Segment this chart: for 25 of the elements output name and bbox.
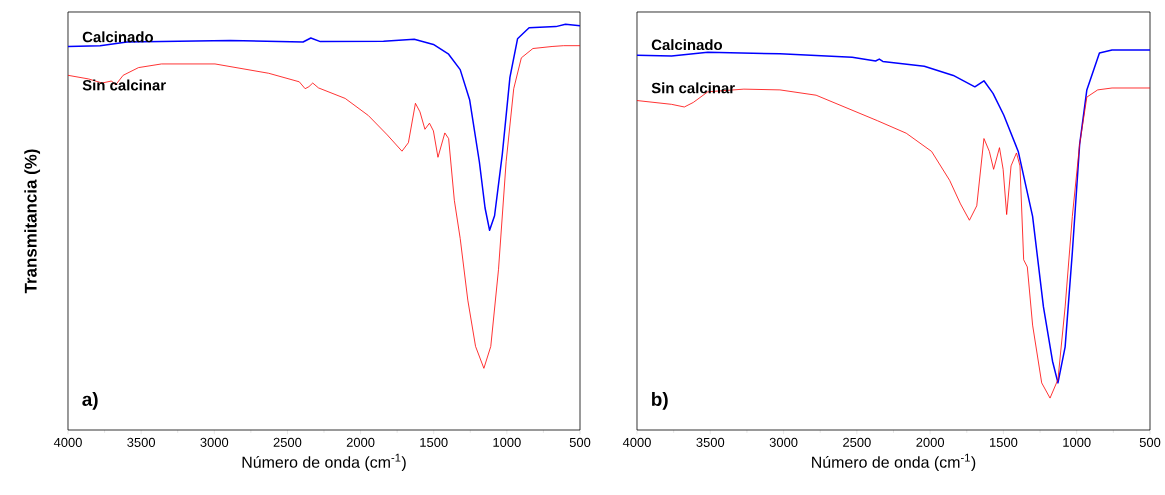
- x-tick-label: 3000: [769, 437, 798, 447]
- series-label: Calcinado: [82, 31, 154, 43]
- x-tick-label: 2500: [273, 437, 302, 447]
- x-tick-label: 2000: [346, 437, 375, 447]
- x-tick-label: 500: [1139, 437, 1161, 447]
- x-tick-label: 1500: [990, 437, 1018, 447]
- y-axis-title: Transmitancia (%): [24, 149, 41, 294]
- x-tick-label: 3000: [200, 437, 229, 447]
- series-label: Calcinado: [651, 39, 723, 51]
- annotation: a): [82, 392, 98, 410]
- x-tick-label: 3500: [696, 437, 725, 447]
- x-tick-label: 2000: [916, 437, 945, 447]
- series-label: Sin calcinar: [82, 79, 166, 91]
- x-axis-title: Número de onda (cm$^{-1}$): [812, 453, 976, 471]
- x-tick-label: 1000: [493, 437, 521, 447]
- x-axis-title: Número de onda (cm$^{-1}$): [242, 453, 406, 471]
- x-tick-label: 1000: [1063, 437, 1091, 447]
- x-tick-label: 4000: [53, 437, 82, 447]
- x-tick-label: 3500: [127, 437, 156, 447]
- x-tick-label: 2500: [843, 437, 871, 447]
- x-tick-label: 500: [569, 437, 591, 447]
- x-tick-label: 1500: [420, 437, 448, 447]
- annotation: b): [652, 392, 668, 410]
- series-label: Sin calcinar: [651, 82, 735, 94]
- x-tick-label: 4000: [622, 437, 651, 447]
